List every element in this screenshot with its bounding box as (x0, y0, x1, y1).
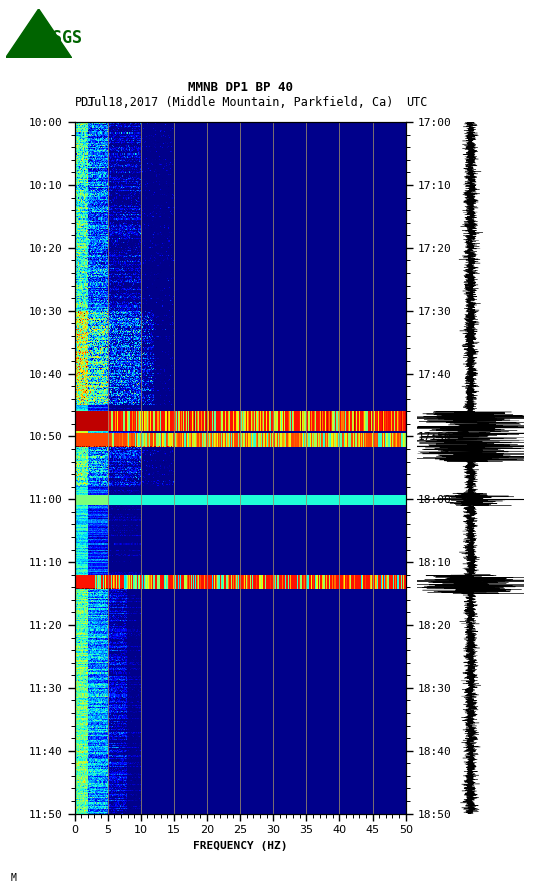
Text: USGS: USGS (42, 29, 82, 47)
Text: M: M (11, 873, 17, 883)
X-axis label: FREQUENCY (HZ): FREQUENCY (HZ) (193, 841, 288, 851)
Polygon shape (6, 9, 72, 58)
Text: MMNB DP1 BP 40: MMNB DP1 BP 40 (188, 80, 293, 94)
Text: Jul18,2017 (Middle Mountain, Parkfield, Ca): Jul18,2017 (Middle Mountain, Parkfield, … (87, 95, 394, 109)
Text: PDT: PDT (75, 95, 96, 109)
Text: UTC: UTC (406, 95, 427, 109)
